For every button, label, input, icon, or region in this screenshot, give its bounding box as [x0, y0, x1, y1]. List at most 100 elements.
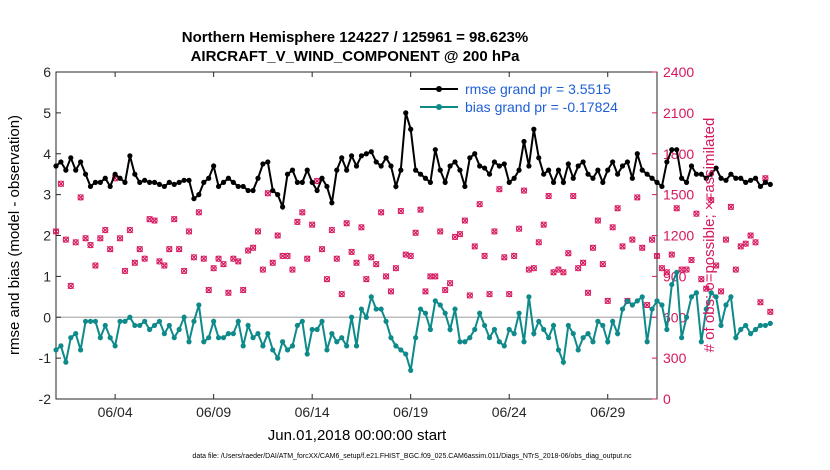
obs-possible-marker — [407, 252, 414, 260]
obs-possible-marker — [653, 252, 661, 260]
rmse-point — [92, 179, 99, 185]
obs-possible-marker — [220, 260, 227, 268]
bias-point — [743, 322, 749, 329]
rmse-point — [299, 179, 305, 185]
obs-assimilated-marker — [510, 252, 518, 260]
bias-point — [146, 326, 153, 333]
obs-assimilated-stroke — [82, 235, 89, 242]
rmse-point — [289, 167, 296, 173]
obs-possible-marker — [466, 292, 473, 299]
obs-assimilated-marker — [427, 273, 434, 280]
bias-point — [309, 326, 315, 333]
obs-assimilated-marker — [668, 251, 676, 258]
series-group — [53, 110, 773, 373]
obs-assimilated-stroke — [402, 251, 409, 258]
rmse-point — [255, 175, 261, 181]
bias-point — [575, 347, 581, 353]
rmse-point — [353, 163, 360, 169]
obs-possible-marker — [491, 228, 498, 235]
bias-point — [240, 343, 246, 349]
obs-possible-marker — [205, 286, 212, 294]
obs-possible-marker — [225, 289, 232, 296]
obs-possible-marker — [722, 236, 730, 243]
bias-point — [166, 322, 172, 329]
rmse-point — [457, 167, 463, 173]
rmse-point — [398, 167, 404, 173]
obs-assimilated-marker — [377, 209, 385, 216]
obs-possible-marker — [614, 205, 621, 212]
obs-assimilated-stroke — [180, 267, 188, 275]
obs-assimilated-marker — [175, 245, 183, 253]
obs-assimilated-stroke — [343, 220, 350, 227]
obs-assimilated-stroke — [530, 264, 538, 272]
obs-assimilated-stroke — [372, 260, 380, 268]
obs-possible-marker — [121, 267, 129, 275]
obs-assimilated-stroke — [466, 292, 474, 299]
y2-axis-label: # of obs: o=possible; ×=assimilated — [701, 118, 718, 353]
obs-assimilated-marker — [712, 262, 720, 269]
obs-assimilated-stroke — [175, 245, 183, 253]
rmse-point — [703, 175, 709, 181]
obs-assimilated-stroke — [392, 264, 400, 272]
bias-point — [260, 343, 266, 349]
obs-assimilated-marker — [673, 205, 680, 212]
rmse-point — [53, 163, 59, 169]
y-tick-label: 5 — [43, 105, 51, 121]
bias-point — [486, 335, 493, 341]
rmse-point — [526, 163, 532, 169]
rmse-point — [250, 187, 256, 194]
obs-assimilated-stroke — [87, 241, 94, 249]
obs-possible-marker — [171, 215, 178, 223]
bias-point — [181, 314, 187, 320]
obs-assimilated-stroke — [299, 209, 306, 216]
chart-title: Northern Hemisphere 124227 / 125961 = 98… — [182, 29, 528, 46]
rmse-point — [541, 171, 547, 177]
obs-assimilated-marker — [126, 226, 134, 234]
obs-assimilated-stroke — [210, 264, 217, 272]
bias-point — [491, 326, 498, 333]
bias-point — [245, 322, 251, 329]
bias-point — [393, 343, 399, 349]
obs-assimilated-stroke — [486, 290, 493, 298]
obs-assimilated-marker — [190, 254, 198, 261]
obs-assimilated-stroke — [333, 255, 341, 262]
bias-point — [82, 318, 89, 324]
rmse-point — [78, 159, 84, 165]
obs-assimilated-stroke — [308, 221, 316, 228]
obs-assimilated-marker — [570, 192, 577, 200]
obs-assimilated-stroke — [72, 239, 79, 246]
bias-point — [521, 339, 527, 345]
obs-assimilated-stroke — [496, 185, 503, 193]
obs-possible-marker — [609, 224, 616, 231]
rmse-point — [245, 187, 251, 194]
obs-assimilated-stroke — [432, 273, 439, 280]
rmse-point — [73, 167, 79, 173]
bias-point — [723, 302, 729, 308]
obs-assimilated-marker — [382, 273, 390, 280]
obs-assimilated-stroke — [693, 210, 700, 217]
obs-assimilated-marker — [348, 248, 355, 256]
obs-assimilated-marker — [540, 221, 547, 228]
obs-assimilated-stroke — [284, 252, 291, 260]
obs-possible-marker — [116, 235, 124, 242]
x-tick-label: 06/14 — [295, 404, 330, 420]
bias-point — [590, 339, 596, 345]
obs-assimilated-marker — [732, 266, 740, 273]
rmse-point — [186, 177, 192, 183]
rmse-point — [403, 110, 409, 116]
rmse-point — [452, 159, 458, 165]
obs-assimilated-stroke — [471, 243, 478, 250]
obs-assimilated-stroke — [422, 288, 429, 295]
obs-possible-marker — [235, 258, 242, 265]
obs-possible-marker — [392, 265, 400, 272]
rmse-point — [378, 163, 384, 169]
obs-assimilated-stroke — [451, 233, 459, 241]
bias-point — [78, 347, 84, 353]
bias-point — [565, 322, 571, 329]
bias-point — [614, 331, 621, 337]
bias-point — [63, 359, 69, 365]
obs-assimilated-marker — [683, 266, 690, 273]
bias-point — [703, 306, 709, 312]
obs-possible-marker — [313, 177, 321, 185]
obs-possible-marker — [708, 196, 715, 204]
